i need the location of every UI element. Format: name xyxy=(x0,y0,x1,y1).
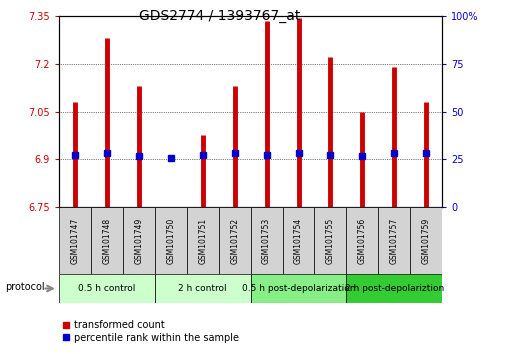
Bar xyxy=(346,274,442,303)
Bar xyxy=(410,207,442,274)
Text: 2 h post-depolariztion: 2 h post-depolariztion xyxy=(345,284,444,293)
Bar xyxy=(283,207,314,274)
Text: GSM101747: GSM101747 xyxy=(70,218,80,264)
Text: GSM101748: GSM101748 xyxy=(103,218,111,264)
Bar xyxy=(155,207,187,274)
Text: GSM101749: GSM101749 xyxy=(134,218,143,264)
Bar xyxy=(187,207,219,274)
Bar xyxy=(346,207,379,274)
Bar xyxy=(59,274,155,303)
Bar xyxy=(91,207,123,274)
Bar xyxy=(123,207,155,274)
Text: GSM101750: GSM101750 xyxy=(166,218,175,264)
Bar xyxy=(314,207,346,274)
Text: GSM101752: GSM101752 xyxy=(230,218,239,264)
Bar xyxy=(219,207,250,274)
Text: GSM101753: GSM101753 xyxy=(262,218,271,264)
Text: protocol: protocol xyxy=(5,282,44,292)
Text: GSM101757: GSM101757 xyxy=(390,218,399,264)
Text: GDS2774 / 1393767_at: GDS2774 / 1393767_at xyxy=(139,9,301,23)
Text: GSM101756: GSM101756 xyxy=(358,218,367,264)
Text: 0.5 h post-depolarization: 0.5 h post-depolarization xyxy=(242,284,355,293)
Bar xyxy=(155,274,250,303)
Text: GSM101751: GSM101751 xyxy=(198,218,207,264)
Text: GSM101759: GSM101759 xyxy=(422,218,431,264)
Legend: transformed count, percentile rank within the sample: transformed count, percentile rank withi… xyxy=(62,320,239,343)
Text: GSM101754: GSM101754 xyxy=(294,218,303,264)
Text: 0.5 h control: 0.5 h control xyxy=(78,284,135,293)
Bar xyxy=(250,207,283,274)
Text: GSM101755: GSM101755 xyxy=(326,218,335,264)
Text: 2 h control: 2 h control xyxy=(179,284,227,293)
Bar xyxy=(378,207,410,274)
Bar xyxy=(59,207,91,274)
Bar xyxy=(250,274,346,303)
